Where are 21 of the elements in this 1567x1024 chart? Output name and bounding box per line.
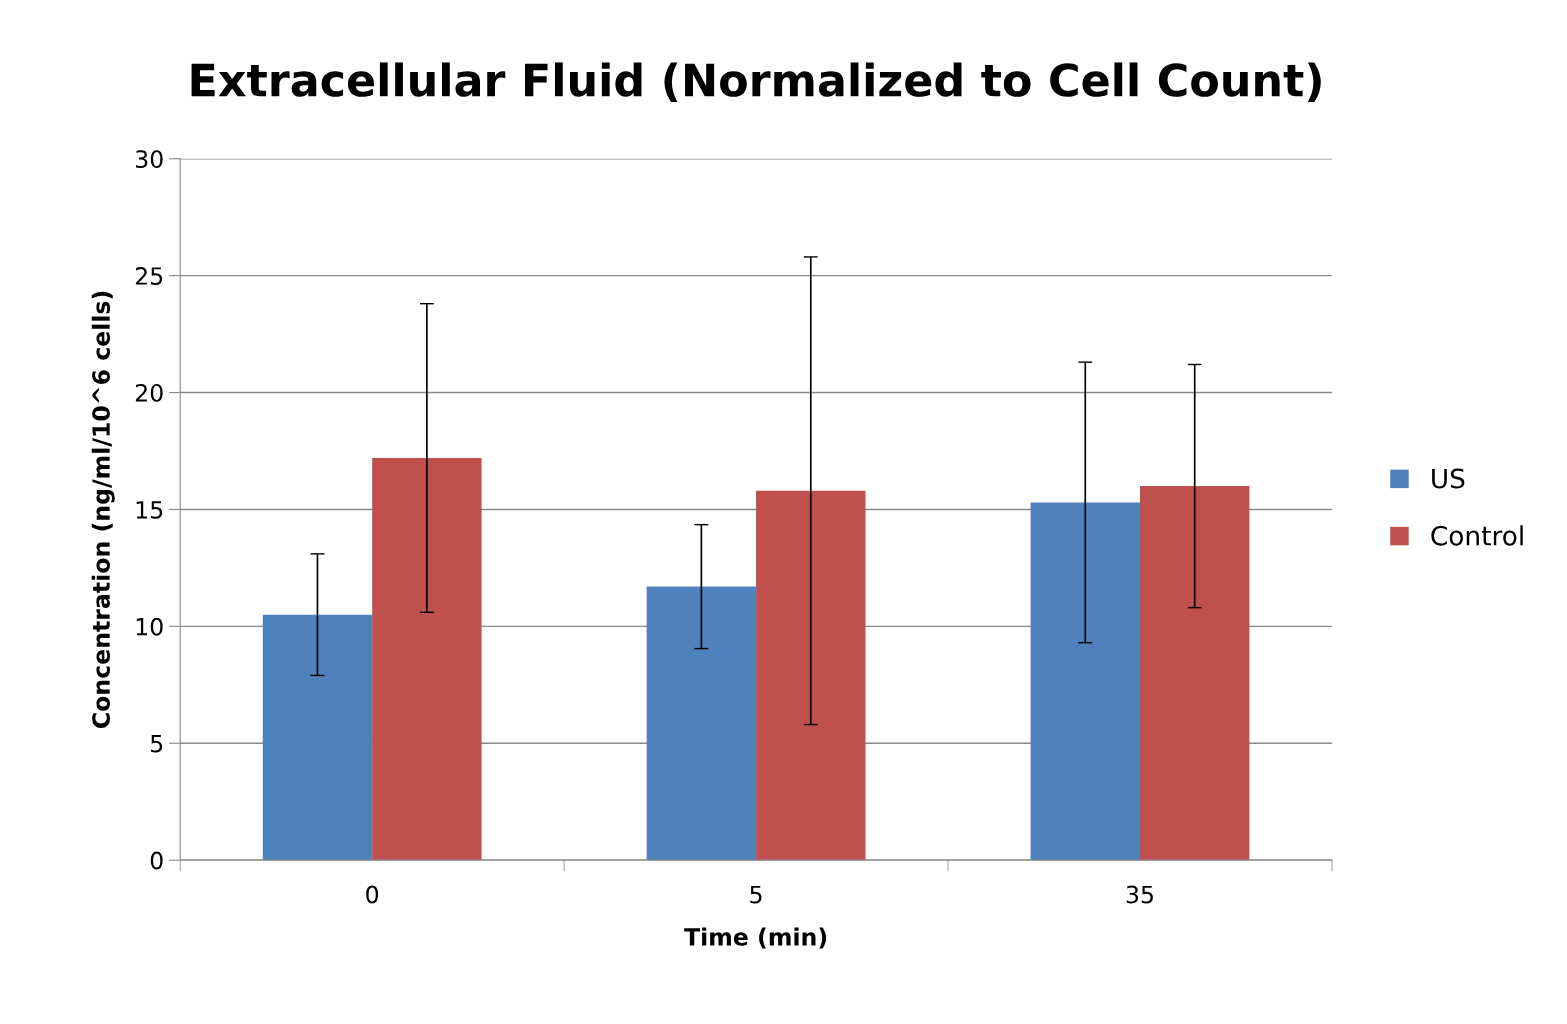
legend-label: US <box>1432 468 1465 489</box>
x-tick-label: 35 <box>1126 885 1153 904</box>
chart-title: Extracellular Fluid (Normalized to Cell Count) <box>191 62 1321 103</box>
legend-label: Control <box>1431 525 1523 546</box>
y-tick-label: 5 <box>151 735 163 753</box>
y-tick-label: 20 <box>135 383 163 402</box>
y-axis-title: Concentration (ng/ml/10^6 cells) <box>91 291 115 728</box>
x-axis-title: Time (min) <box>684 927 827 949</box>
y-tick-label: 30 <box>135 150 163 169</box>
x-tick-label: 0 <box>366 885 379 904</box>
y-tick-label: 15 <box>136 501 163 519</box>
bar <box>646 586 757 861</box>
bar <box>262 614 373 861</box>
y-tick-label: 25 <box>135 267 163 285</box>
bar <box>1139 486 1250 861</box>
bar <box>756 490 866 861</box>
x-tick-label: 5 <box>750 885 762 904</box>
y-tick-label: 0 <box>150 851 163 870</box>
y-tick-label: 10 <box>136 617 163 636</box>
bar <box>1030 502 1140 861</box>
bar <box>372 458 482 861</box>
